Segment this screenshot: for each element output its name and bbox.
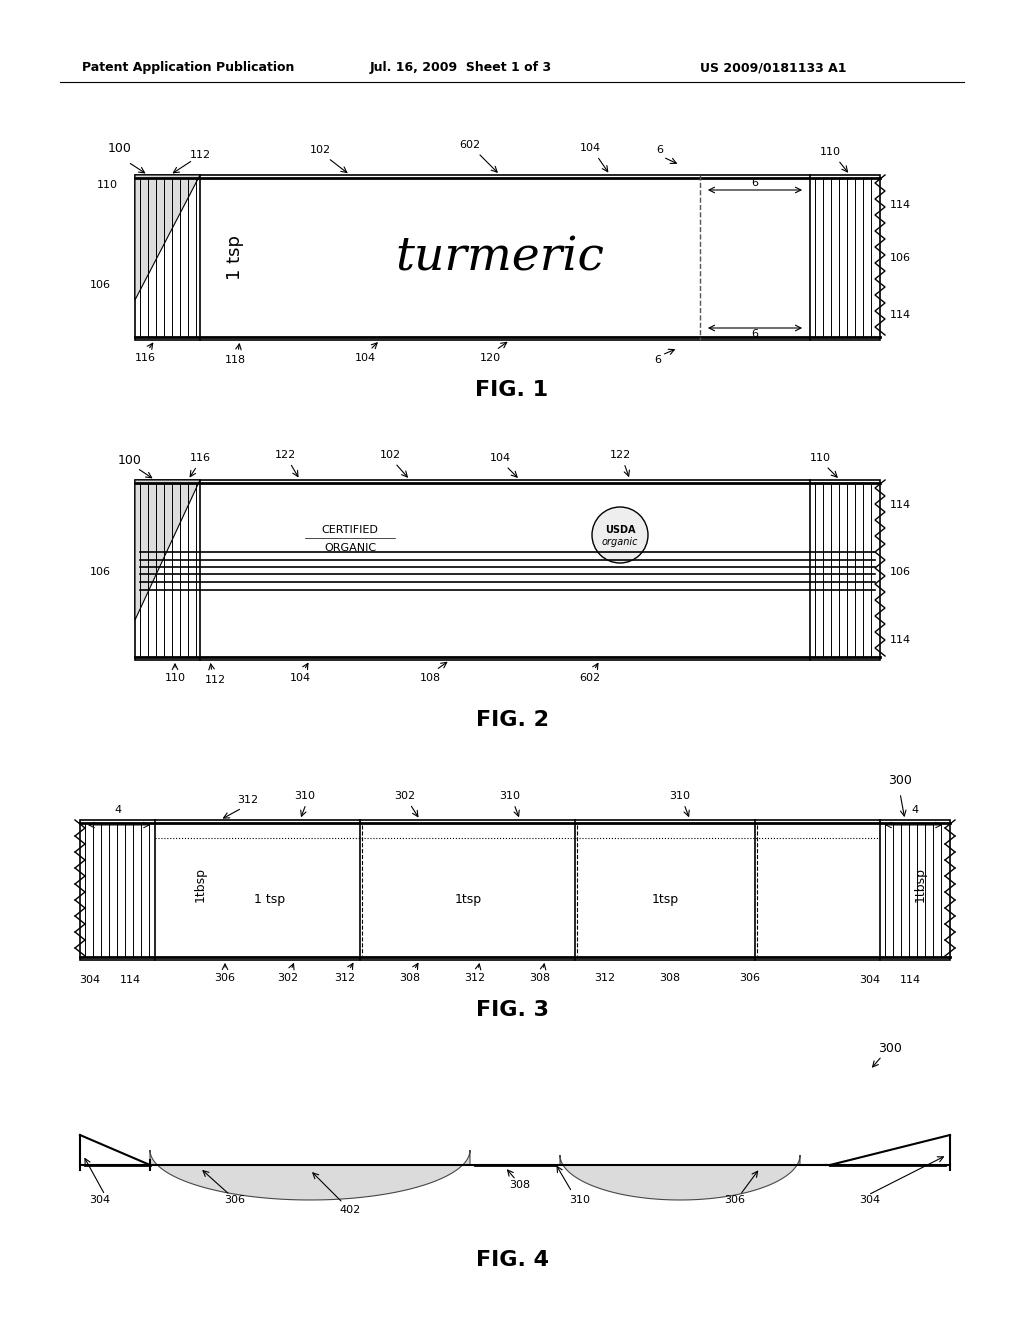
Text: 308: 308: [509, 1180, 530, 1191]
Text: 312: 312: [595, 973, 615, 983]
Text: FIG. 1: FIG. 1: [475, 380, 549, 400]
Text: 6: 6: [752, 329, 759, 339]
Text: 312: 312: [335, 973, 355, 983]
Text: CERTIFIED: CERTIFIED: [322, 525, 379, 535]
Text: 300: 300: [878, 1041, 902, 1055]
Text: 310: 310: [569, 1195, 591, 1205]
Text: Patent Application Publication: Patent Application Publication: [82, 62, 294, 74]
Text: 310: 310: [500, 791, 520, 801]
Text: 602: 602: [580, 673, 600, 682]
Text: 106: 106: [89, 568, 111, 577]
Text: 110: 110: [819, 147, 841, 157]
Text: 106: 106: [890, 568, 910, 577]
Text: 116: 116: [134, 352, 156, 363]
Text: 304: 304: [859, 975, 881, 985]
Text: 102: 102: [380, 450, 400, 459]
Text: US 2009/0181133 A1: US 2009/0181133 A1: [700, 62, 847, 74]
Text: organic: organic: [602, 537, 638, 546]
Text: turmeric: turmeric: [395, 235, 604, 281]
Text: 100: 100: [109, 141, 132, 154]
Text: USDA: USDA: [605, 525, 635, 535]
Circle shape: [592, 507, 648, 564]
Text: 106: 106: [89, 280, 111, 290]
Text: 114: 114: [890, 310, 910, 319]
Text: 302: 302: [394, 791, 416, 801]
Text: 118: 118: [224, 355, 246, 366]
Text: 104: 104: [580, 143, 600, 153]
Text: 108: 108: [420, 673, 440, 682]
Text: 1tsp: 1tsp: [455, 894, 481, 907]
Text: FIG. 4: FIG. 4: [475, 1250, 549, 1270]
Text: 6: 6: [656, 145, 664, 154]
Text: 1 tsp: 1 tsp: [254, 894, 286, 907]
Bar: [80, 820, 950, 960]
Text: 304: 304: [89, 1195, 111, 1205]
Text: 306: 306: [739, 973, 761, 983]
Text: 304: 304: [859, 1195, 881, 1205]
Text: 306: 306: [224, 1195, 246, 1205]
Text: 306: 306: [725, 1195, 745, 1205]
Polygon shape: [150, 1150, 470, 1200]
Text: 402: 402: [339, 1205, 360, 1214]
Text: 104: 104: [290, 673, 310, 682]
Text: Jul. 16, 2009  Sheet 1 of 3: Jul. 16, 2009 Sheet 1 of 3: [370, 62, 552, 74]
Text: 110: 110: [810, 453, 830, 463]
Text: 304: 304: [80, 975, 100, 985]
Text: 308: 308: [529, 973, 551, 983]
Text: 104: 104: [354, 352, 376, 363]
Text: 102: 102: [309, 145, 331, 154]
Text: 312: 312: [465, 973, 485, 983]
Text: 6: 6: [654, 355, 662, 366]
Text: 310: 310: [295, 791, 315, 801]
Text: 302: 302: [278, 973, 299, 983]
Text: 104: 104: [489, 453, 511, 463]
Text: 122: 122: [274, 450, 296, 459]
Text: 110: 110: [96, 180, 118, 190]
Text: 110: 110: [165, 673, 185, 682]
Text: 114: 114: [890, 201, 910, 210]
Text: 112: 112: [189, 150, 211, 160]
Text: FIG. 2: FIG. 2: [475, 710, 549, 730]
Text: 312: 312: [238, 795, 259, 805]
Text: 4: 4: [115, 805, 122, 814]
Text: 114: 114: [890, 635, 910, 645]
Text: 114: 114: [899, 975, 921, 985]
Text: 116: 116: [189, 453, 211, 463]
Text: 1tsp: 1tsp: [651, 894, 679, 907]
Text: 308: 308: [659, 973, 681, 983]
Bar: [135, 480, 880, 660]
Text: ORGANIC: ORGANIC: [324, 543, 376, 553]
Text: 310: 310: [670, 791, 690, 801]
Text: 114: 114: [890, 500, 910, 510]
Text: 1tbsp: 1tbsp: [913, 867, 927, 903]
Text: 114: 114: [120, 975, 140, 985]
Text: 112: 112: [205, 675, 225, 685]
Text: 1 tsp: 1 tsp: [226, 235, 244, 281]
Text: 106: 106: [890, 253, 910, 263]
Text: 306: 306: [214, 973, 236, 983]
Text: 4: 4: [911, 805, 919, 814]
Text: 120: 120: [479, 352, 501, 363]
Polygon shape: [135, 176, 200, 300]
Text: FIG. 3: FIG. 3: [475, 1001, 549, 1020]
Text: 122: 122: [609, 450, 631, 459]
Polygon shape: [135, 480, 200, 620]
Text: 300: 300: [888, 774, 912, 787]
Text: 100: 100: [118, 454, 142, 466]
Polygon shape: [560, 1155, 800, 1200]
Text: 1tbsp: 1tbsp: [194, 867, 207, 903]
Text: 602: 602: [460, 140, 480, 150]
Text: 308: 308: [399, 973, 421, 983]
Text: 6: 6: [752, 178, 759, 187]
Bar: [135, 176, 880, 341]
